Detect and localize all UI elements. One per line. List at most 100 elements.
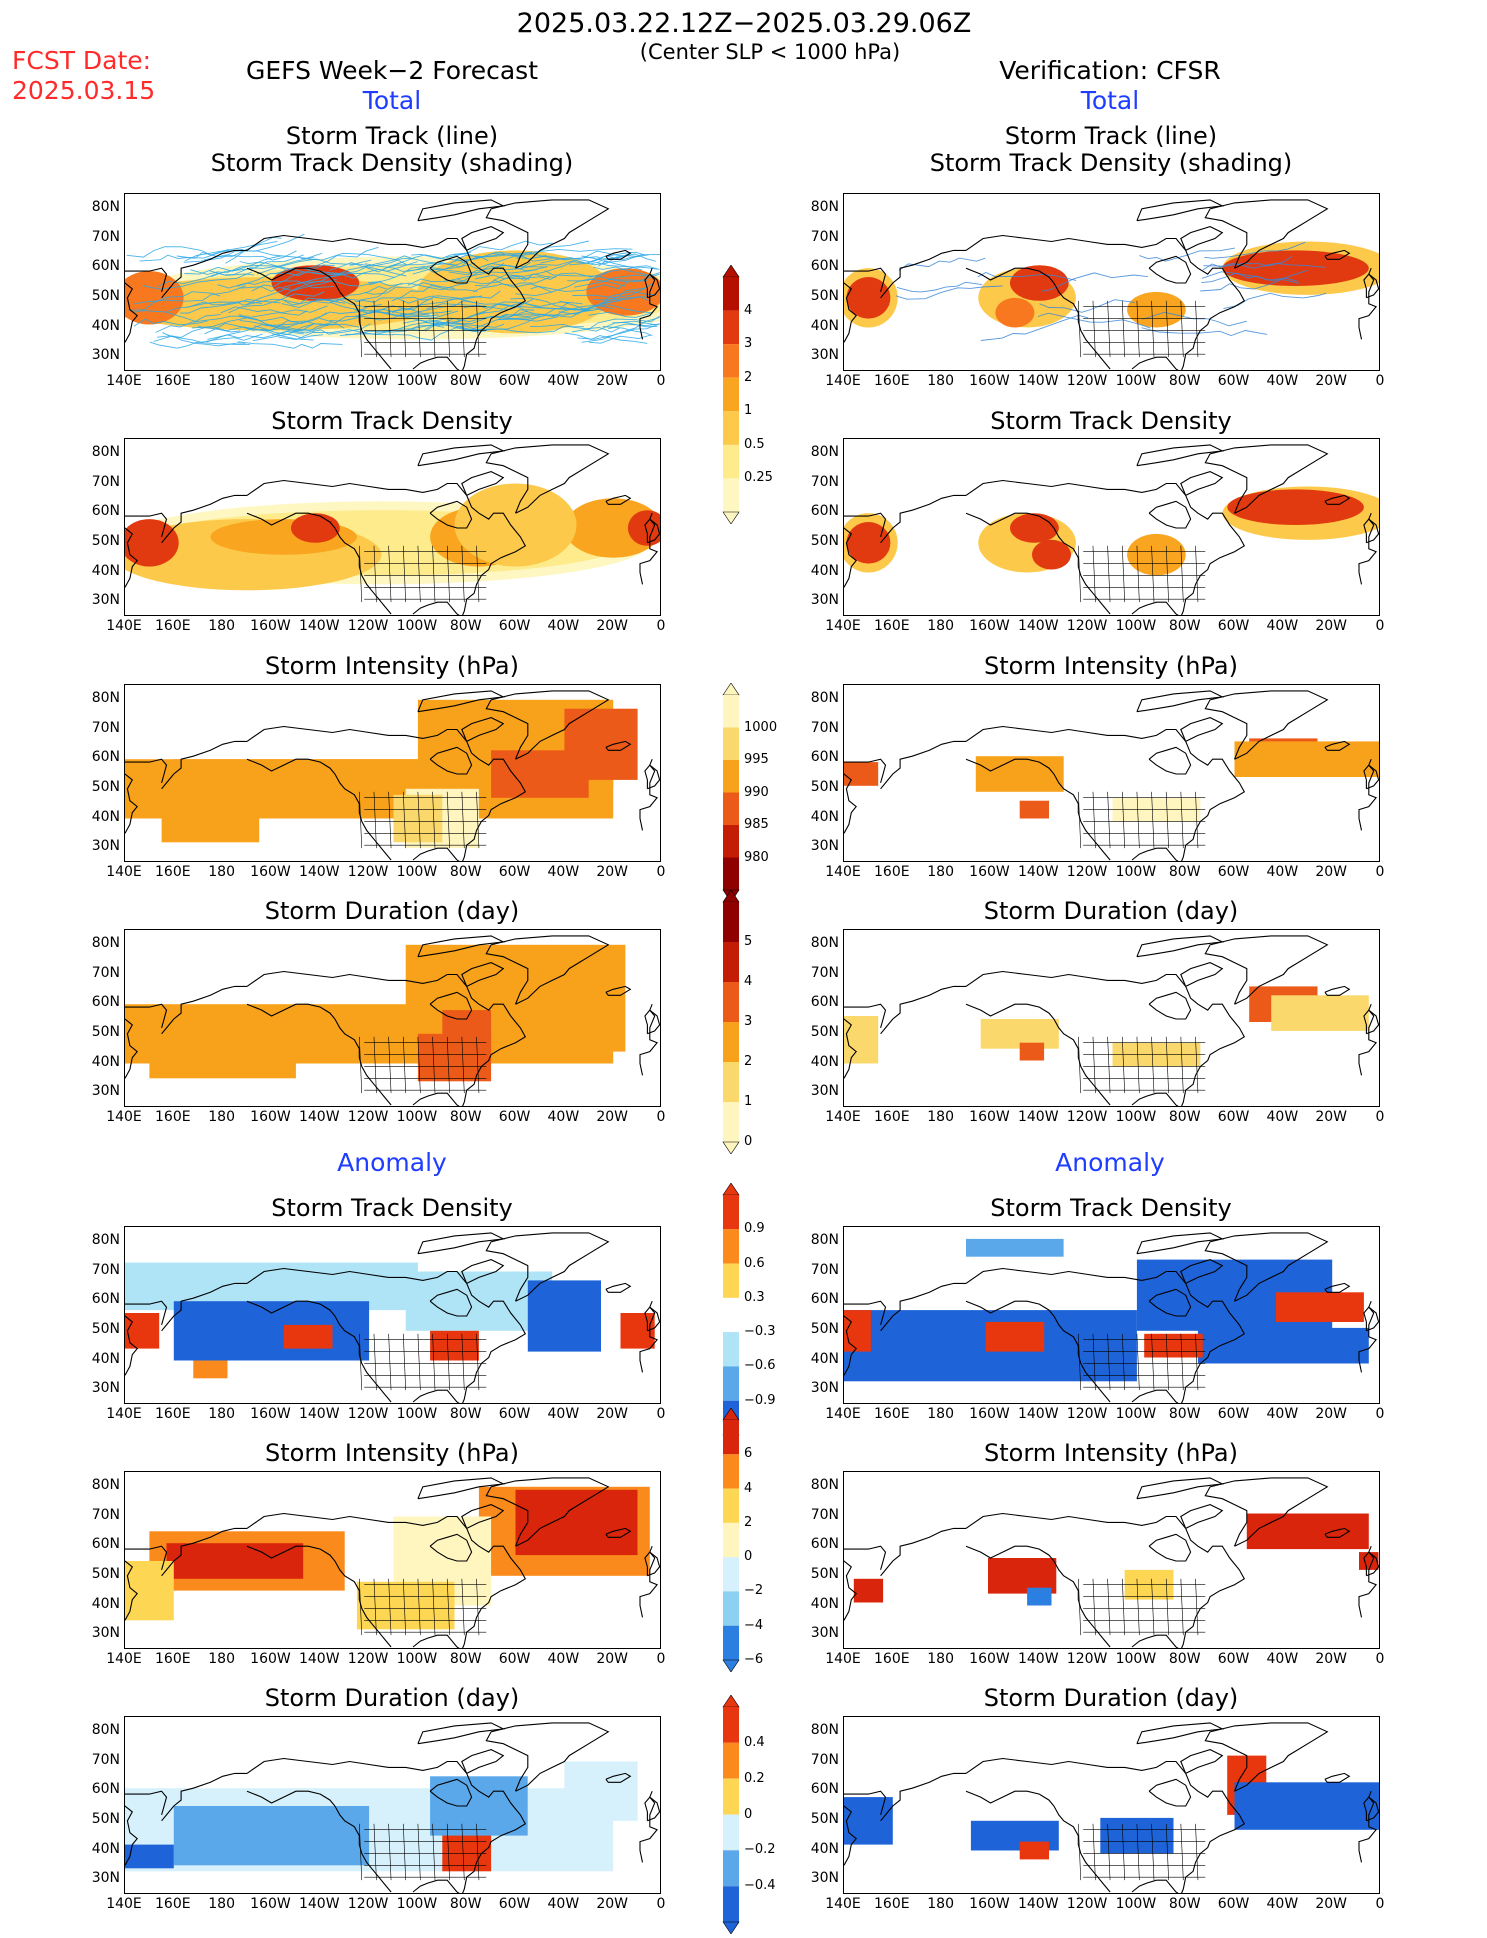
panel-title-right-0: Storm Track (line) Storm Track Density (… bbox=[929, 122, 1293, 177]
panel-title-left-3: Storm Duration (day) bbox=[264, 897, 520, 925]
lon-tick-label: 160E bbox=[155, 1109, 191, 1125]
lat-tick-label: 60N bbox=[91, 1781, 120, 1798]
lon-tick-label: 120W bbox=[347, 864, 389, 880]
right-model-title: Verification: CFSR bbox=[999, 56, 1221, 85]
subtitle: (Center SLP < 1000 hPa) bbox=[639, 40, 901, 64]
lon-tick-label: 20W bbox=[1315, 618, 1348, 634]
map-panel-left-2 bbox=[124, 684, 661, 862]
lon-tick-label: 160W bbox=[969, 864, 1010, 880]
map-canvas bbox=[844, 935, 1379, 1106]
lon-tick-label: 40W bbox=[547, 1651, 580, 1667]
lon-tick-label: 0 bbox=[1375, 864, 1385, 880]
lon-tick-label: 160E bbox=[155, 618, 191, 634]
lat-tick-label: 60N bbox=[810, 1291, 839, 1308]
panel-title-left-6: Storm Duration (day) bbox=[264, 1684, 520, 1712]
lon-tick-label: 120W bbox=[1066, 1896, 1108, 1912]
lon-tick-label: 60W bbox=[1217, 1406, 1250, 1422]
lon-tick-label: 140W bbox=[298, 864, 340, 880]
lon-tick-label: 120W bbox=[347, 373, 389, 389]
lon-tick-label: 20W bbox=[1315, 1651, 1348, 1667]
lon-tick-label: 180 bbox=[927, 1651, 954, 1667]
lat-tick-label: 80N bbox=[810, 1476, 839, 1493]
lat-tick-label: 80N bbox=[91, 934, 120, 951]
lon-tick-label: 160W bbox=[969, 373, 1010, 389]
panel-title-left-1: Storm Track Density bbox=[271, 407, 513, 435]
lat-tick-label: 80N bbox=[810, 443, 839, 460]
lon-tick-label: 0 bbox=[1375, 1896, 1385, 1912]
colorbar-density-anom bbox=[722, 1182, 740, 1451]
lat-tick-label: 40N bbox=[810, 1840, 839, 1857]
lat-tick-label: 60N bbox=[91, 1291, 120, 1308]
lon-tick-label: 80W bbox=[449, 864, 482, 880]
lon-tick-label: 0 bbox=[1375, 1651, 1385, 1667]
lon-tick-label: 120W bbox=[347, 1651, 389, 1667]
lon-tick-label: 140W bbox=[1017, 1651, 1059, 1667]
left-model-title: GEFS Week−2 Forecast bbox=[245, 56, 539, 85]
lon-tick-label: 0 bbox=[656, 1406, 666, 1422]
lon-tick-label: 100W bbox=[1115, 1406, 1157, 1422]
lon-tick-label: 140E bbox=[106, 1896, 142, 1912]
lon-tick-label: 40W bbox=[1266, 1651, 1299, 1667]
lon-tick-label: 0 bbox=[1375, 1406, 1385, 1422]
lon-tick-label: 160W bbox=[250, 1109, 291, 1125]
lat-tick-label: 40N bbox=[810, 317, 839, 334]
lon-tick-label: 100W bbox=[1115, 1109, 1157, 1125]
panel-title-right-3: Storm Duration (day) bbox=[983, 897, 1239, 925]
left-total-label: Total bbox=[362, 86, 422, 115]
map-canvas bbox=[844, 1722, 1379, 1893]
lon-tick-label: 20W bbox=[1315, 1109, 1348, 1125]
map-panel-right-4 bbox=[843, 1226, 1380, 1404]
lon-tick-label: 120W bbox=[1066, 373, 1108, 389]
lon-tick-label: 80W bbox=[449, 1896, 482, 1912]
colorbar-tick-label: 2 bbox=[744, 1054, 753, 1069]
lon-tick-label: 180 bbox=[208, 1406, 235, 1422]
lat-tick-label: 60N bbox=[91, 1536, 120, 1553]
colorbar-intensity-anom bbox=[722, 1407, 740, 1676]
lon-tick-label: 160E bbox=[874, 618, 910, 634]
lat-tick-label: 50N bbox=[91, 1023, 120, 1040]
lat-tick-label: 30N bbox=[810, 592, 839, 609]
lat-tick-label: 40N bbox=[91, 808, 120, 825]
lon-tick-label: 60W bbox=[498, 1406, 531, 1422]
colorbar-tick-label: 6 bbox=[744, 1446, 753, 1462]
lat-tick-label: 70N bbox=[810, 719, 839, 736]
lon-tick-label: 140E bbox=[825, 618, 861, 634]
lat-tick-label: 60N bbox=[810, 749, 839, 766]
map-panel-right-0 bbox=[843, 193, 1380, 371]
colorbar-duration-anom bbox=[722, 1694, 740, 1938]
lon-tick-label: 20W bbox=[596, 864, 629, 880]
lat-tick-label: 40N bbox=[91, 1840, 120, 1857]
lon-tick-label: 100W bbox=[396, 1896, 438, 1912]
lat-tick-label: 60N bbox=[810, 1781, 839, 1798]
lon-tick-label: 80W bbox=[449, 373, 482, 389]
lat-tick-label: 40N bbox=[91, 1350, 120, 1367]
colorbar-density-total bbox=[722, 264, 740, 528]
lon-tick-label: 100W bbox=[396, 1109, 438, 1125]
lon-tick-label: 20W bbox=[1315, 1406, 1348, 1422]
lat-tick-label: 40N bbox=[810, 1350, 839, 1367]
lon-tick-label: 80W bbox=[1168, 1651, 1201, 1667]
lat-tick-label: 80N bbox=[91, 1231, 120, 1248]
map-canvas bbox=[125, 1232, 660, 1403]
colorbar-tick-label: 985 bbox=[744, 817, 769, 832]
lon-tick-label: 0 bbox=[656, 618, 666, 634]
lon-tick-label: 60W bbox=[498, 1109, 531, 1125]
colorbar-tick-label: 0.4 bbox=[744, 1734, 765, 1750]
lon-tick-label: 80W bbox=[1168, 1406, 1201, 1422]
fcst-date-value: 2025.03.15 bbox=[12, 76, 156, 105]
lon-tick-label: 160W bbox=[969, 1109, 1010, 1125]
lat-tick-label: 80N bbox=[810, 198, 839, 215]
lat-tick-label: 70N bbox=[810, 228, 839, 245]
lat-tick-label: 50N bbox=[810, 1810, 839, 1827]
colorbar-tick-label: 1 bbox=[744, 1094, 753, 1109]
lon-tick-label: 40W bbox=[547, 864, 580, 880]
map-canvas bbox=[844, 1477, 1379, 1648]
colorbar-tick-label: 0 bbox=[744, 1549, 753, 1565]
lon-tick-label: 80W bbox=[1168, 373, 1201, 389]
lon-tick-label: 180 bbox=[927, 864, 954, 880]
lon-tick-label: 120W bbox=[1066, 618, 1108, 634]
lat-tick-label: 60N bbox=[810, 503, 839, 520]
lat-tick-label: 30N bbox=[91, 1870, 120, 1887]
lon-tick-label: 140E bbox=[825, 1651, 861, 1667]
lon-tick-label: 140E bbox=[825, 864, 861, 880]
